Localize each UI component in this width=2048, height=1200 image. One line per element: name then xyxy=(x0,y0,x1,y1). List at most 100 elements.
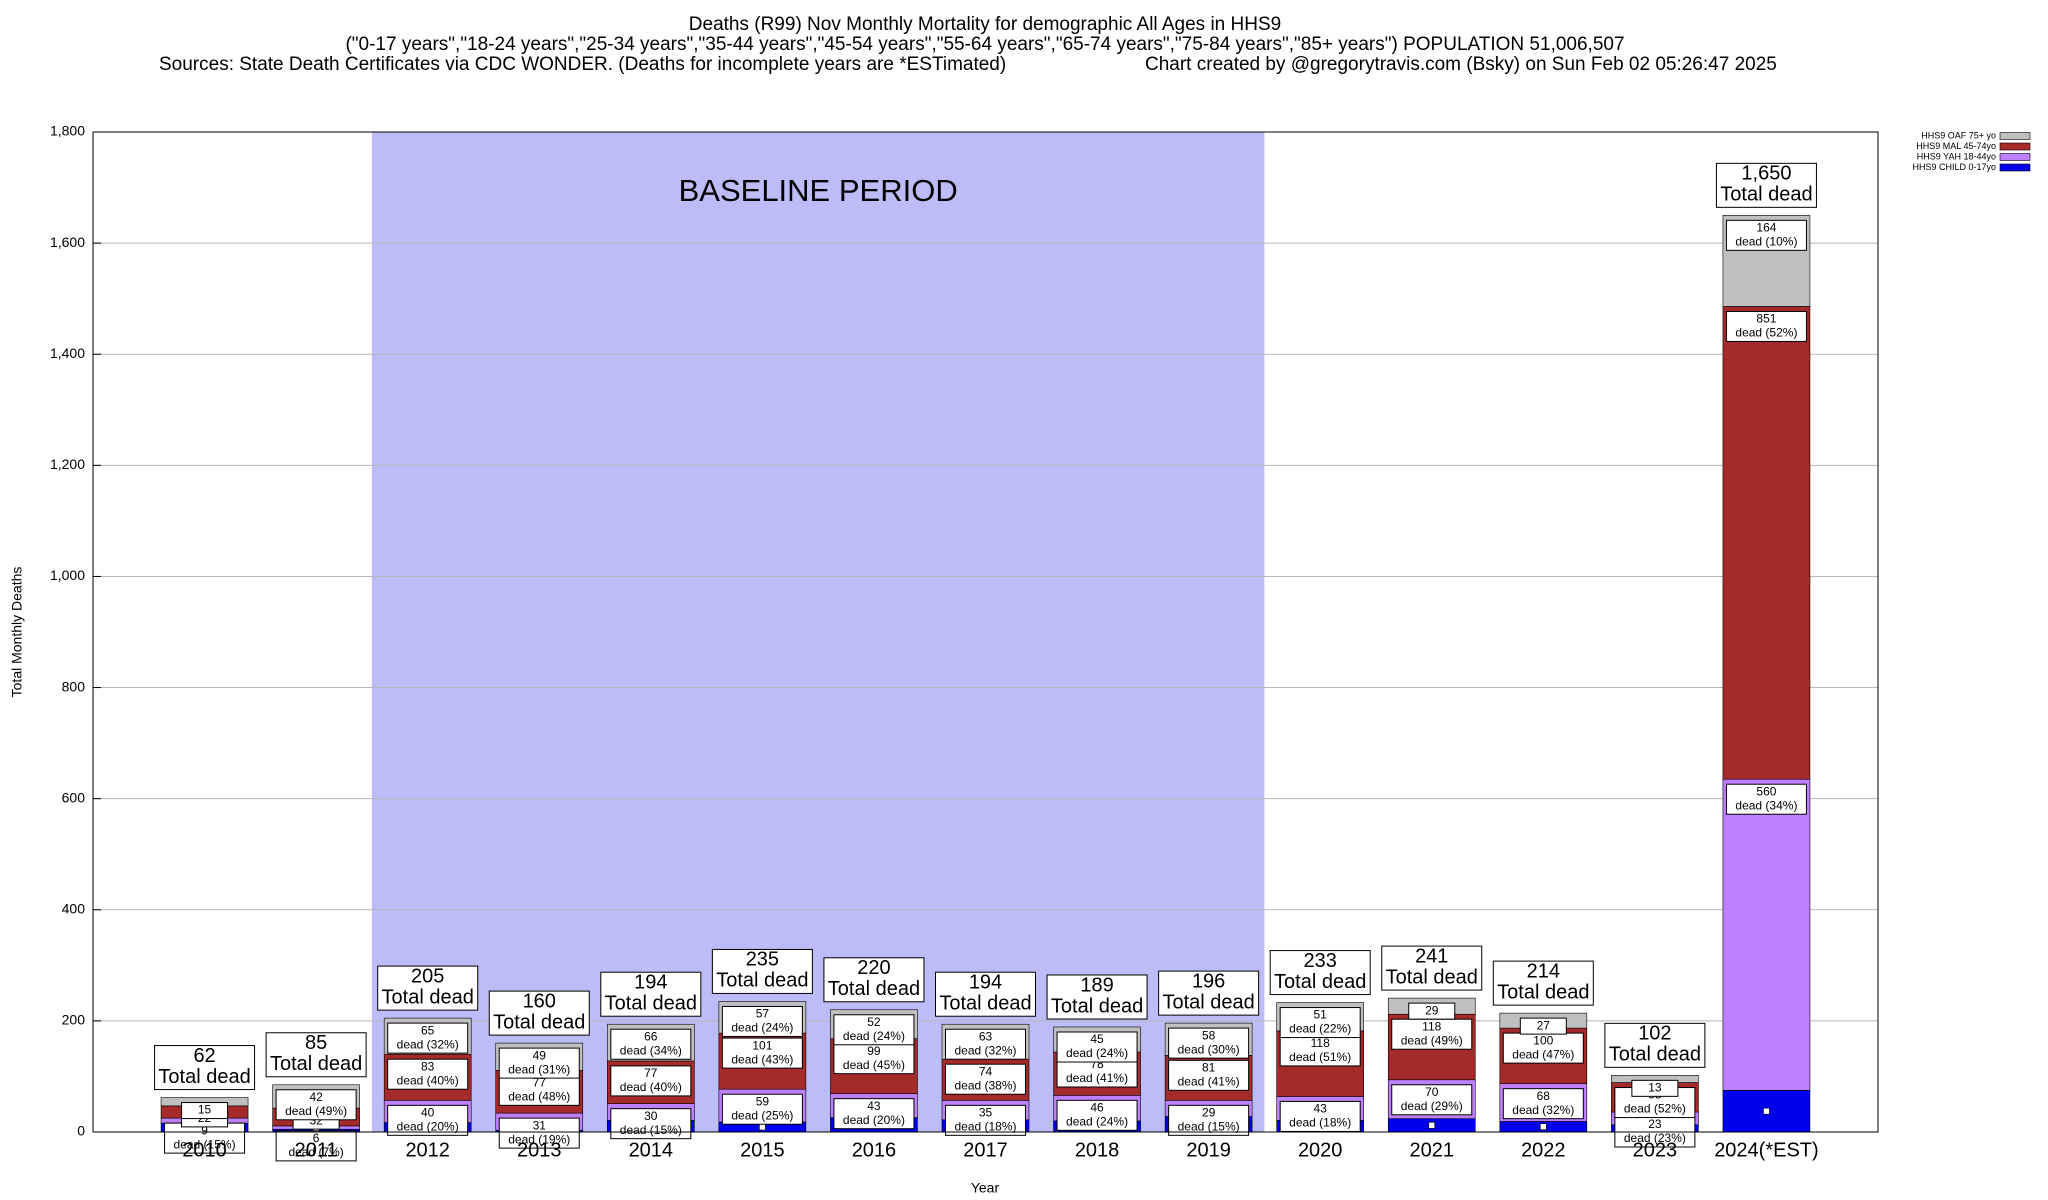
total-value-label: 205 xyxy=(411,965,444,987)
x-tick-label: 2024(*EST) xyxy=(1714,1139,1819,1161)
legend-swatch xyxy=(1999,163,2031,172)
segment-percent-label: dead (19%) xyxy=(508,1132,570,1146)
child-marker xyxy=(1428,1122,1436,1129)
child-marker xyxy=(759,1123,766,1131)
segment-percent-label: dead (45%) xyxy=(843,1058,905,1072)
segment-value-label: 6 xyxy=(313,1131,320,1145)
segment-value-label: 65 xyxy=(421,1023,435,1037)
x-tick-label: 2014 xyxy=(629,1139,674,1161)
segment-percent-label: dead (40%) xyxy=(397,1073,459,1087)
y-tick-label: 1,800 xyxy=(50,123,85,139)
total-value-label: 189 xyxy=(1080,974,1113,996)
segment-value-label: 851 xyxy=(1756,312,1776,326)
segment-percent-label: dead (49%) xyxy=(285,1104,347,1118)
label-box xyxy=(275,1089,357,1121)
total-box xyxy=(488,990,590,1036)
total-box xyxy=(1046,974,1148,1020)
label-box xyxy=(181,1102,229,1120)
segment-label: 27 xyxy=(1519,1017,1567,1035)
label-box xyxy=(610,1028,692,1060)
label-box xyxy=(1056,1099,1138,1131)
segment-percent-label: dead (40%) xyxy=(620,1080,682,1094)
total-caption: Total dead xyxy=(382,986,474,1008)
segment-value-label: 59 xyxy=(756,1094,770,1108)
x-tick-label: 2015 xyxy=(740,1139,785,1161)
label-box xyxy=(1631,1079,1679,1097)
segment-value-label: 100 xyxy=(1533,1033,1553,1047)
segment-percent-label: dead (18%) xyxy=(954,1120,1016,1134)
segment-value-label: 83 xyxy=(421,1059,435,1073)
total-value-label: 62 xyxy=(193,1045,215,1067)
segment-percent-label: dead (22%) xyxy=(1289,1022,1351,1036)
x-tick-label: 2021 xyxy=(1410,1139,1455,1161)
total-box xyxy=(1715,162,1817,208)
total-box xyxy=(1269,950,1371,996)
segment-value-label: 164 xyxy=(1756,221,1776,235)
segment-percent-label: dead (41%) xyxy=(1178,1075,1240,1089)
segment-value-label: 560 xyxy=(1756,784,1776,798)
segment-value-label: 66 xyxy=(644,1029,658,1043)
label-box xyxy=(1502,1088,1584,1120)
y-tick-label: 1,200 xyxy=(50,456,85,472)
total-box xyxy=(823,957,925,1003)
segment-value-label: 31 xyxy=(533,1118,547,1132)
total-caption: Total dead xyxy=(1274,971,1366,993)
segment-percent-label: dead (15%) xyxy=(1178,1120,1240,1134)
legend-label: HHS9 CHILD 0-17yo xyxy=(1912,162,1996,172)
total-caption: Total dead xyxy=(158,1066,250,1088)
segment-value-label: 43 xyxy=(867,1099,881,1113)
x-tick-label: 2011 xyxy=(295,1139,338,1161)
label-box xyxy=(1168,1027,1250,1059)
y-tick-label: 1,600 xyxy=(50,234,85,250)
segment-value-label: 30 xyxy=(644,1109,658,1123)
y-tick-label: 200 xyxy=(62,1012,86,1028)
label-box xyxy=(1279,1100,1361,1132)
segment-percent-label: dead (49%) xyxy=(1401,1033,1463,1047)
label-box xyxy=(833,1098,915,1130)
total-value-label: 160 xyxy=(523,990,556,1012)
segment-percent-label: dead (41%) xyxy=(1066,1071,1128,1085)
label-box xyxy=(721,1093,803,1125)
total-caption: Total dead xyxy=(605,993,697,1015)
segment-value-label: 9 xyxy=(201,1123,208,1137)
segment-value-label: 52 xyxy=(867,1015,881,1029)
segment-value-label: 101 xyxy=(752,1038,772,1052)
legend-swatch xyxy=(1999,153,2031,161)
label-box xyxy=(498,1117,580,1149)
chart-subtitle: ("0-17 years","18-24 years","25-34 years… xyxy=(345,34,1624,55)
label-box xyxy=(945,1063,1026,1095)
label-box xyxy=(1408,1002,1456,1020)
segment-value-label: 43 xyxy=(1314,1102,1328,1116)
label-box xyxy=(833,1043,915,1075)
segment-value-label: 13 xyxy=(1648,1081,1662,1095)
x-tick-label: 2018 xyxy=(1075,1139,1120,1161)
y-axis-title: Total Monthly Deaths xyxy=(9,567,25,698)
label-box xyxy=(498,1047,580,1079)
